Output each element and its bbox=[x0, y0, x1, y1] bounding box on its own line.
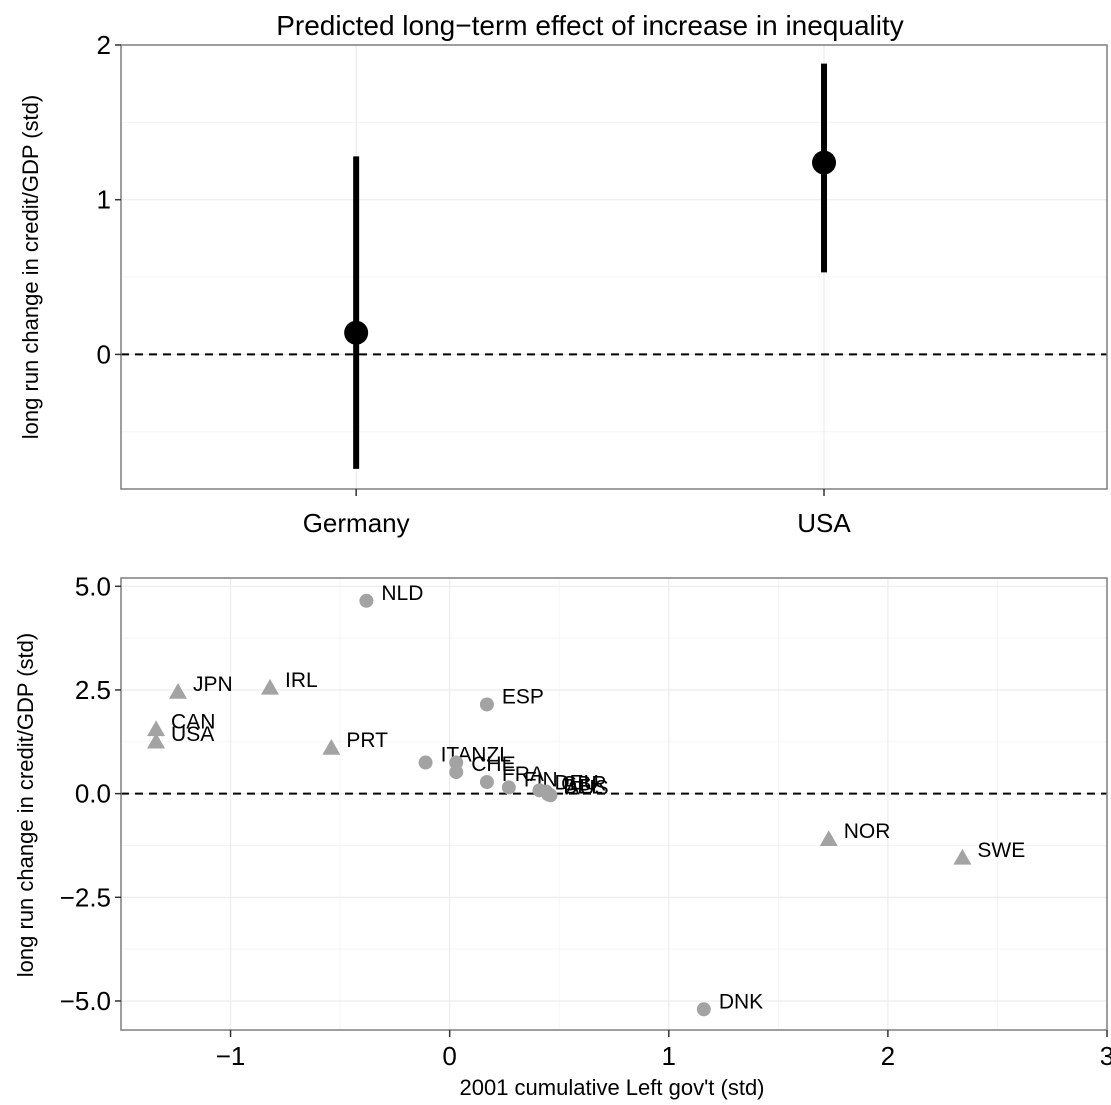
bottom-point-label-fra: FRA bbox=[502, 763, 544, 786]
bottom-point-nld bbox=[359, 593, 374, 608]
bottom-point-aus bbox=[543, 788, 558, 803]
bottom-point-label-aus: AUS bbox=[565, 776, 608, 799]
bottom-y-tick-label: 5.0 bbox=[75, 571, 111, 601]
bottom-point-che bbox=[449, 765, 464, 780]
bottom-point-can bbox=[147, 720, 166, 737]
top-x-tick-label: Germany bbox=[303, 508, 410, 538]
bottom-plot-frame bbox=[120, 577, 1108, 1031]
top-point-usa bbox=[812, 150, 837, 175]
bottom-y-ticks: −5.0 −2.5 0.0 2.5 5.0 bbox=[60, 571, 121, 1016]
bottom-point-label-usa: USA bbox=[171, 723, 214, 746]
bottom-point-prt bbox=[322, 739, 341, 755]
top-x-ticks: Germany USA bbox=[303, 489, 851, 538]
bottom-y-tick-label: 0.0 bbox=[75, 779, 111, 809]
top-x-tick-label: USA bbox=[797, 508, 851, 538]
bottom-point-label-prt: PRT bbox=[346, 729, 388, 752]
bottom-gridlines bbox=[120, 578, 1108, 1030]
bottom-x-tick-label: 1 bbox=[662, 1041, 676, 1071]
top-panel: Predicted long−term effect of increase i… bbox=[18, 10, 1108, 538]
bottom-point-ita bbox=[418, 755, 433, 770]
bottom-point-label-nor: NOR bbox=[844, 820, 891, 843]
bottom-point-jpn bbox=[168, 683, 187, 699]
bottom-point-irl bbox=[260, 678, 279, 695]
bottom-point-swe bbox=[953, 848, 972, 865]
bottom-point-label-dnk: DNK bbox=[719, 990, 763, 1013]
bottom-point-fin bbox=[501, 780, 516, 795]
bottom-point-label-bel: BEL bbox=[563, 775, 603, 798]
top-y-tick-label: 0 bbox=[97, 339, 111, 369]
bottom-point-label-gbr: GBR bbox=[561, 773, 607, 796]
top-marks bbox=[344, 63, 837, 469]
bottom-point-label-can: CAN bbox=[171, 710, 215, 733]
bottom-point-label-irl: IRL bbox=[285, 669, 318, 692]
top-chart-title: Predicted long−term effect of increase i… bbox=[276, 10, 904, 41]
bottom-point-label-ita: ITA bbox=[441, 744, 472, 767]
bottom-point-dnk bbox=[696, 1002, 711, 1017]
bottom-point-fra bbox=[479, 775, 494, 790]
top-plot-frame bbox=[120, 44, 1108, 490]
top-gridlines bbox=[121, 44, 1107, 489]
bottom-point-label-jpn: JPN bbox=[193, 673, 233, 696]
bottom-y-tick-label: −2.5 bbox=[60, 882, 111, 912]
top-point-germany bbox=[344, 320, 369, 345]
bottom-y-tick-label: −5.0 bbox=[60, 986, 111, 1016]
bottom-point-label-swe: SWE bbox=[977, 839, 1025, 862]
bottom-x-tick-label: 2 bbox=[881, 1041, 895, 1071]
bottom-point-label-nzl: NZL bbox=[471, 744, 511, 767]
bottom-point-nor bbox=[819, 830, 838, 846]
bottom-point-usa bbox=[147, 732, 166, 749]
bottom-panel: long run change in credit/GDP (std) 2001… bbox=[13, 571, 1111, 1100]
bottom-point-label-deu: DEU bbox=[555, 771, 599, 794]
bottom-x-tick-label: −1 bbox=[216, 1041, 246, 1071]
top-y-axis-label: long run change in credit/GDP (std) bbox=[18, 95, 43, 439]
top-y-ticks: 0 1 2 bbox=[97, 30, 121, 369]
top-y-tick-label: 2 bbox=[97, 30, 111, 60]
bottom-point-label-nld: NLD bbox=[381, 582, 423, 605]
bottom-x-tick-label: 3 bbox=[1100, 1041, 1111, 1071]
bottom-point-esp bbox=[479, 697, 494, 712]
top-y-tick-label: 1 bbox=[97, 185, 111, 215]
bottom-y-tick-label: 2.5 bbox=[75, 675, 111, 705]
bottom-x-ticks: −1 0 1 2 3 bbox=[216, 1030, 1111, 1071]
bottom-point-label-esp: ESP bbox=[502, 685, 544, 708]
bottom-x-axis-label: 2001 cumulative Left gov't (std) bbox=[459, 1075, 764, 1100]
bottom-point-label-che: CHE bbox=[471, 753, 515, 776]
bottom-x-tick-label: 0 bbox=[442, 1041, 456, 1071]
bottom-y-axis-label: long run change in credit/GDP (std) bbox=[13, 633, 38, 977]
